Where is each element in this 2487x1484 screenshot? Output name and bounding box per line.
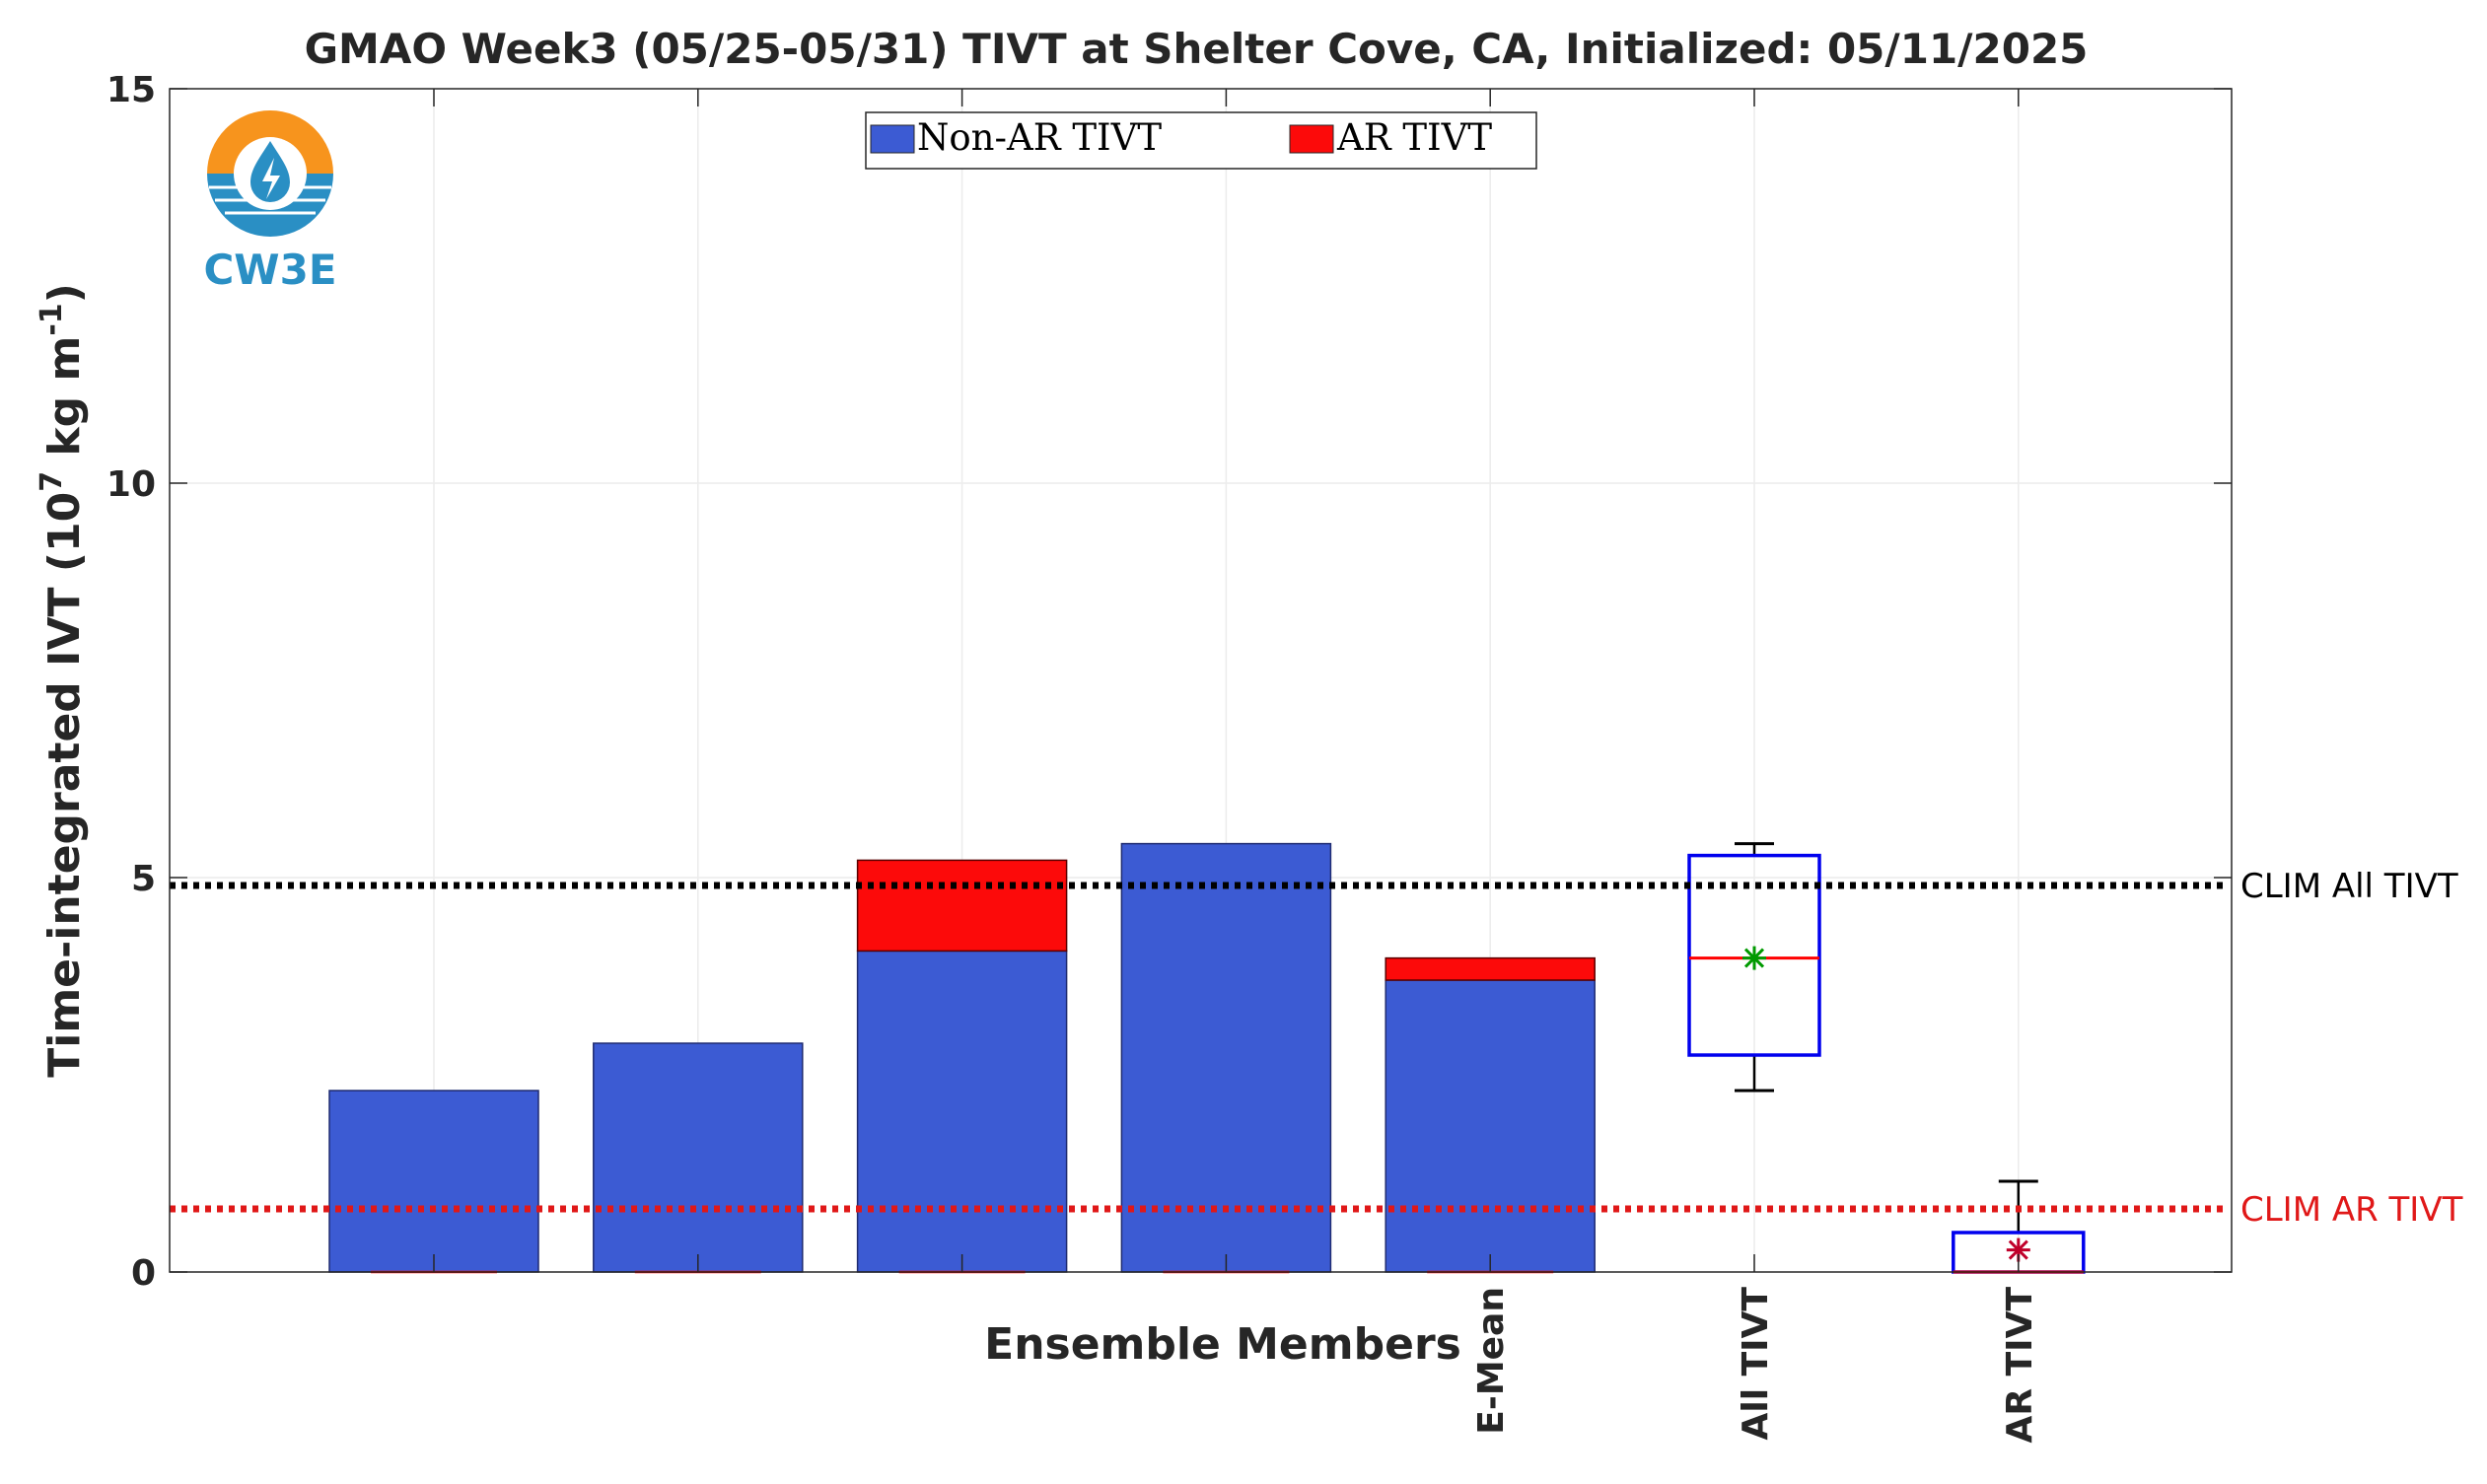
mean-stroke (2008, 1239, 2028, 1260)
plot-frame (169, 88, 2233, 1273)
lightning-icon (262, 158, 280, 199)
x-axis-ticks: E-Mean All TIVT AR TIVT (433, 89, 2040, 1444)
y-axis-label-mid: kg m (39, 336, 90, 471)
y-axis-label-sup2: -1 (35, 303, 69, 335)
bar-non-ar (1385, 979, 1596, 1273)
x-tick-label: All TIVT (1736, 1287, 1776, 1441)
box-iqr (1687, 853, 1821, 1057)
y-tick-label: 0 (131, 1253, 156, 1294)
y-tick-label: 5 (131, 859, 156, 899)
chart-title: GMAO Week3 (05/25-05/31) TIVT at Shelter… (305, 25, 2089, 73)
x-tick-label: AR TIVT (2000, 1287, 2040, 1444)
logo-text: CW3E (203, 246, 336, 294)
y-tick-label: 15 (107, 70, 156, 110)
legend: Non-AR TIVT AR TIVT (865, 111, 1537, 170)
legend-label-non-ar: Non-AR TIVT (917, 116, 1162, 159)
reference-lines-layer: CLIM All TIVT CLIM AR TIVT (170, 867, 2463, 1230)
y-axis-label-sup1: 7 (35, 471, 69, 492)
legend-swatch-ar (1289, 124, 1334, 154)
bar-non-ar (328, 1090, 539, 1273)
bar-non-ar (856, 950, 1068, 1273)
bar-non-ar (1120, 842, 1332, 1273)
y-axis-label: Time-integrated IVT (107 kg m-1) (35, 283, 90, 1078)
reference-line-label: CLIM All TIVT (2240, 867, 2458, 906)
legend-box (865, 111, 1537, 170)
cw3e-logo: CW3E (203, 110, 337, 294)
x-tick-label: E-Mean (1471, 1287, 1512, 1435)
mean-stroke (1743, 948, 1765, 968)
bar-ar (856, 859, 1068, 953)
legend-label-ar: AR TIVT (1336, 116, 1492, 159)
legend-swatch-non-ar (870, 124, 915, 154)
box-mean-marker (1742, 946, 1766, 970)
y-tick-label: 10 (107, 464, 156, 505)
y-axis-label-end: ) (39, 283, 90, 303)
bars-layer (328, 842, 1596, 1274)
y-axis-ticks: 0 5 10 15 (107, 70, 2232, 1294)
x-axis-label: Ensemble Members (984, 1319, 1461, 1370)
y-axis-label-main: Time-integrated IVT (10 (39, 492, 90, 1078)
bar-non-ar (593, 1042, 804, 1273)
bar-ar (1385, 956, 1596, 981)
reference-line-label: CLIM AR TIVT (2240, 1190, 2463, 1230)
